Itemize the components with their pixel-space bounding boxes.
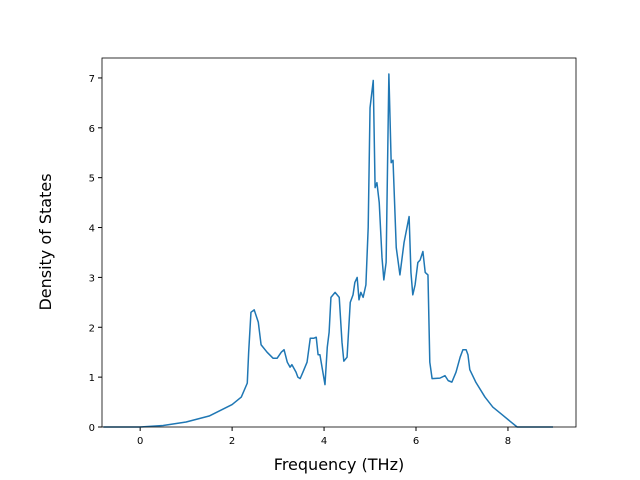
line [103, 73, 554, 428]
x-tick-label: 2 [229, 436, 235, 447]
x-tick-label: 0 [137, 436, 143, 447]
x-tick-label: 8 [505, 436, 511, 447]
y-tick-label: 4 [89, 224, 95, 235]
y-tick-label: 0 [89, 423, 95, 434]
y-tick-label: 3 [89, 273, 95, 284]
y-tick-label: 2 [89, 323, 95, 334]
y-tick-label: 7 [89, 74, 95, 85]
x-tick-label: 6 [413, 436, 419, 447]
y-tick-label: 6 [89, 124, 95, 135]
x-axis-label: Frequency (THz) [274, 455, 404, 474]
plot-frame [101, 57, 577, 428]
x-tick-label: 4 [321, 436, 327, 447]
y-tick-label: 1 [89, 373, 95, 384]
y-tick-label: 5 [89, 174, 95, 185]
y-axis-label: Density of States [36, 173, 55, 310]
